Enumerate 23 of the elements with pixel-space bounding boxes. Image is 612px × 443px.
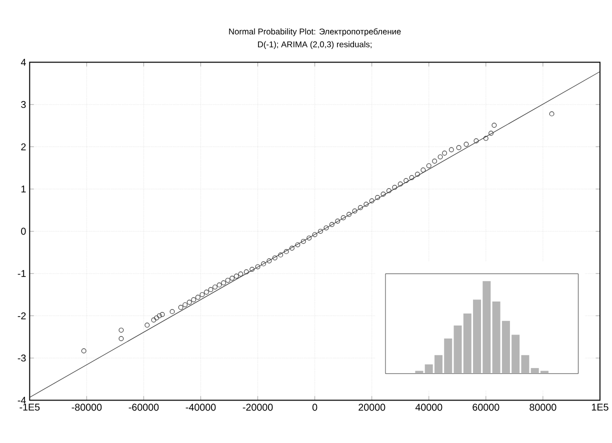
x-tick-label: 0 — [312, 404, 318, 411]
x-tick-label: -60000 — [128, 404, 159, 411]
y-tick-label: 2 — [21, 143, 26, 150]
chart-title: Normal Probability Plot: Электропотребление — [229, 28, 401, 36]
y-tick-label: 0 — [21, 228, 26, 235]
y-tick-label: 3 — [21, 101, 26, 108]
x-tick-label: 40000 — [415, 404, 442, 411]
y-tick-label: -3 — [18, 354, 26, 362]
x-tick-label: 1E5 — [592, 404, 608, 411]
x-tick-label: 60000 — [472, 404, 500, 411]
x-tick-label: -1E5 — [20, 404, 40, 411]
y-tick-label: -4 — [18, 397, 26, 404]
x-tick-label: -80000 — [72, 404, 102, 411]
x-tick-label: 20000 — [358, 404, 386, 411]
chart-subtitle: D(-1); ARIMA (2,0,3) residuals; — [258, 41, 372, 50]
y-tick-label: -2 — [18, 312, 26, 320]
bar — [415, 370, 424, 374]
y-tick-label: -1 — [18, 270, 26, 278]
x-tick-label: -20000 — [242, 404, 273, 411]
x-tick-label: -40000 — [186, 404, 216, 411]
x-tick-label: 80000 — [530, 404, 556, 411]
y-tick-label: 4 — [20, 58, 26, 66]
y-tick-label: 1 — [21, 186, 26, 193]
